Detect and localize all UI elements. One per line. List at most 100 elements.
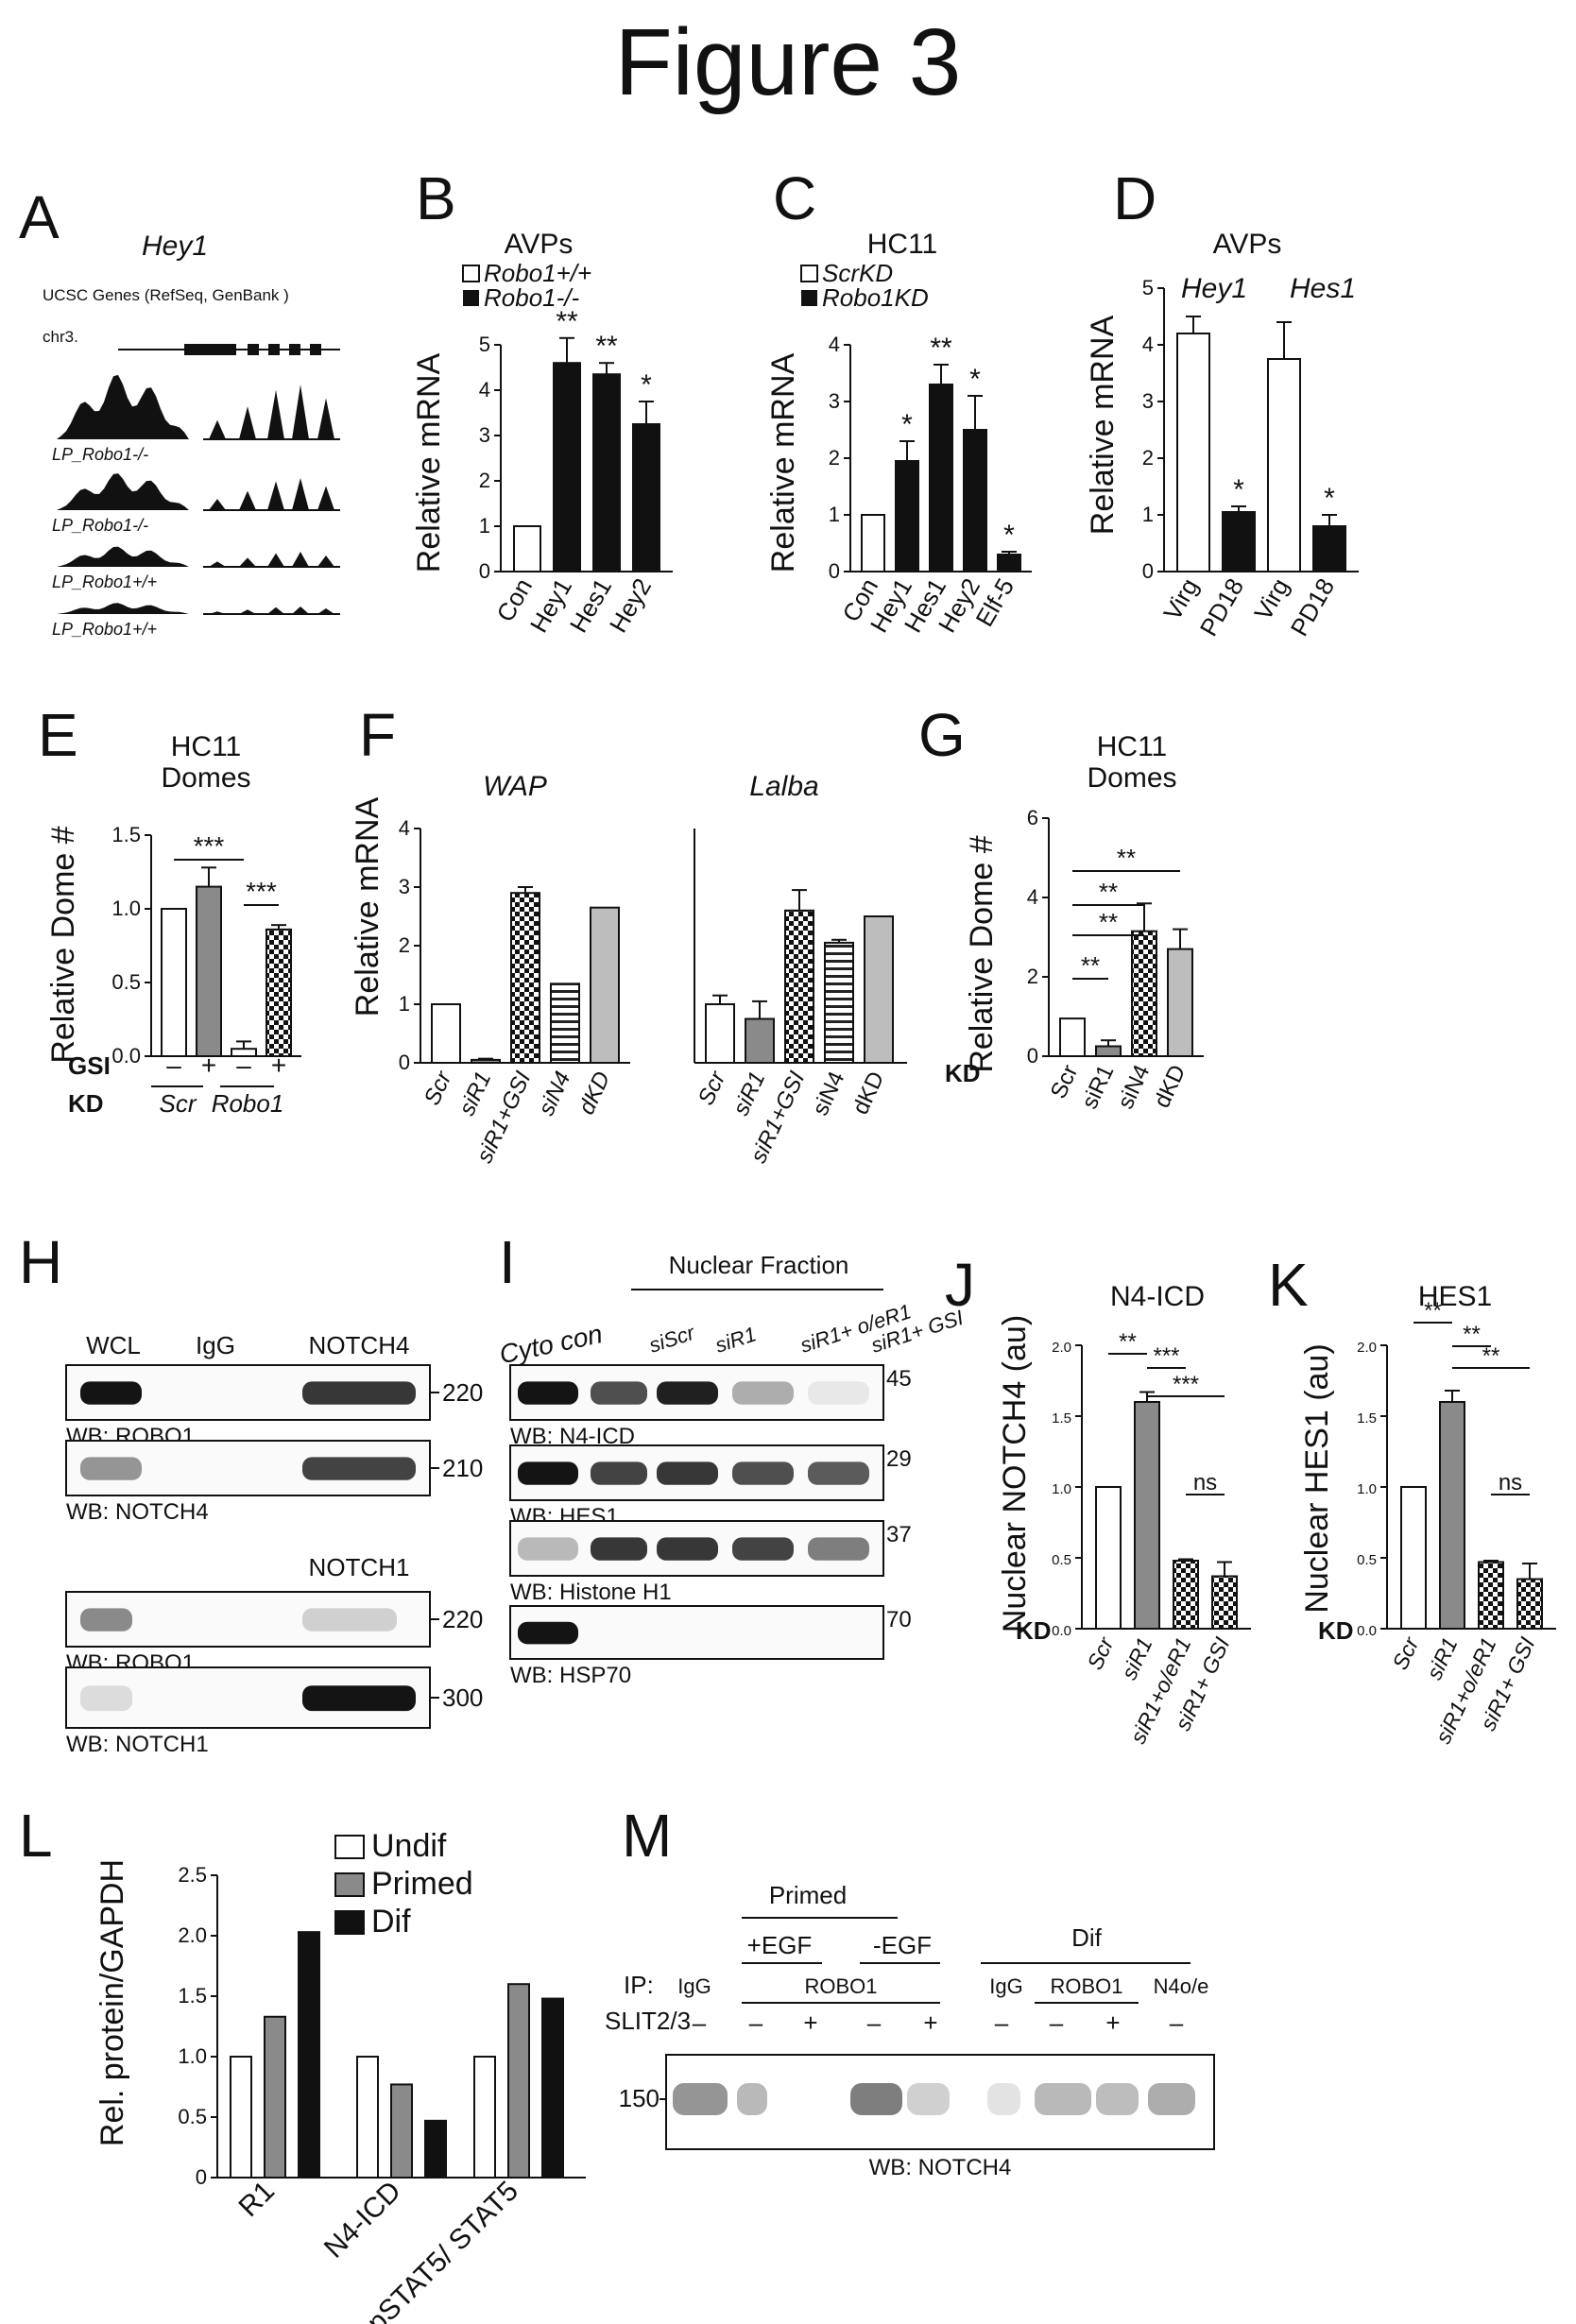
track-peak (317, 486, 334, 510)
f2-category-label: Scr (694, 1067, 731, 1109)
panel-letter-j: J (945, 1251, 975, 1319)
e-bracket-label: *** (194, 831, 225, 861)
l-category-label: N4-ICD (318, 2176, 407, 2264)
track-peak (317, 608, 334, 614)
b-bar (513, 525, 541, 572)
m-lane-label: IgG (989, 1974, 1022, 1998)
i-band (657, 1381, 718, 1405)
b-category-label: Hes1 (564, 573, 617, 638)
panel-a-chrom: chr3. (43, 328, 78, 346)
l-bar (507, 1983, 530, 2179)
g-bar (1167, 948, 1193, 1057)
e-bar (196, 885, 222, 1057)
track-peak (317, 555, 334, 567)
e-bracket-label: *** (246, 877, 277, 906)
f2-category-label: siN4 (808, 1068, 850, 1119)
j-bar (1173, 1560, 1199, 1630)
m-lane-label: N4o/e (1154, 1974, 1209, 1998)
panel-m-slit-label: SLIT2/3 (605, 2007, 691, 2035)
e-ytick-label: 1.5 (111, 823, 141, 846)
i-band (591, 1537, 647, 1561)
d-ytick-label: 5 (1142, 276, 1154, 299)
track-peak (267, 389, 284, 439)
i-band (591, 1461, 647, 1485)
m-band (987, 2083, 1020, 2115)
e-ytick-label: 0.5 (111, 970, 141, 994)
panel-j-ylabel: Nuclear NOTCH4 (au) (997, 1315, 1033, 1632)
panel-j-kd-label: KD (1016, 1616, 1052, 1645)
chart-e: 0.0 0.5 1.0 1.5 *** *** (111, 823, 301, 1068)
panel-letter-d: D (1113, 164, 1156, 232)
panel-h-lane-notch1: NOTCH1 (309, 1553, 410, 1581)
d-bar (1222, 511, 1256, 572)
e-gsi-mark: – (236, 1051, 251, 1080)
panel-m-group-primed: Primed (769, 1881, 847, 1909)
panel-a-gene-title: Hey1 (142, 231, 208, 262)
panel-letter-l: L (19, 1802, 53, 1870)
f1-bar (590, 906, 620, 1065)
c-ytick-label: 4 (829, 333, 840, 356)
f2-bar (824, 941, 854, 1065)
track-peak (209, 561, 226, 567)
d-significance: * (1233, 474, 1244, 505)
d-bar (1176, 333, 1210, 572)
track-peak (317, 398, 334, 439)
i-band (808, 1537, 869, 1561)
e-bar (266, 928, 292, 1058)
f2-category-label: siR1 (728, 1068, 771, 1119)
l-bar (390, 2083, 413, 2179)
f1-category-label: siR1 (454, 1068, 497, 1119)
k-ytick-label: 0.0 (1357, 1623, 1377, 1639)
g-ytick-label: 0 (1027, 1044, 1038, 1068)
m-band (737, 2083, 767, 2115)
l-bar (264, 2015, 286, 2179)
panel-f-ylabel: Relative mRNA (350, 796, 385, 1017)
g-ytick-label: 4 (1027, 885, 1038, 909)
c-significance: * (969, 364, 981, 395)
c-bar (997, 554, 1021, 572)
c-ytick-label: 3 (829, 389, 840, 413)
panel-l: L Rel. protein/GAPDH 0 0.5 1.0 1.5 2.0 2.5 R1 N… (19, 1802, 586, 2324)
f2-bar (864, 915, 894, 1064)
track-peak (239, 406, 256, 439)
panel-m-sub-plus-egf: +EGF (747, 1931, 813, 1959)
m-lane-label: ROBO1 (1050, 1974, 1122, 1998)
k-ytick-label: 2.0 (1357, 1340, 1377, 1356)
panel-h-lane-2: IgG (196, 1331, 235, 1359)
panel-g-kd-label: KD (945, 1059, 981, 1087)
l-bar (356, 2056, 379, 2179)
panel-m-group-dif: Dif (1071, 1923, 1103, 1952)
k-category-label: Scr (1387, 1632, 1424, 1673)
track-peak (57, 546, 189, 567)
d-significance: * (1324, 483, 1335, 514)
k-bracket-label: ** (1482, 1343, 1500, 1369)
f1-bar (431, 1003, 461, 1064)
b-category-label: Hey2 (604, 573, 657, 638)
j-bracket-label: ** (1119, 1329, 1137, 1355)
i-band (518, 1461, 578, 1485)
panel-f-title-wap: WAP (483, 771, 547, 802)
d-bar (1267, 358, 1301, 572)
b-ytick-label: 1 (479, 514, 490, 538)
k-bracket-label: ** (1424, 1298, 1442, 1324)
h-mw-label: 220 (442, 1605, 483, 1633)
panel-l-ylabel: Rel. protein/GAPDH (94, 1859, 130, 2146)
g-category-label: siR1 (1077, 1061, 1120, 1113)
g-category-label: Scr (1046, 1061, 1084, 1102)
l-ytick-label: 1.5 (178, 1984, 207, 2008)
panel-letter-b: B (416, 164, 456, 232)
panel-letter-m: M (622, 1802, 672, 1870)
j-ytick-label: 1.5 (1052, 1410, 1071, 1427)
b-significance: ** (595, 331, 618, 362)
f2-bar (784, 909, 814, 1064)
i-band (657, 1537, 718, 1561)
h-band (302, 1457, 416, 1480)
track-peak (292, 478, 309, 510)
c-significance: * (1003, 520, 1015, 551)
j-bar (1211, 1575, 1238, 1630)
